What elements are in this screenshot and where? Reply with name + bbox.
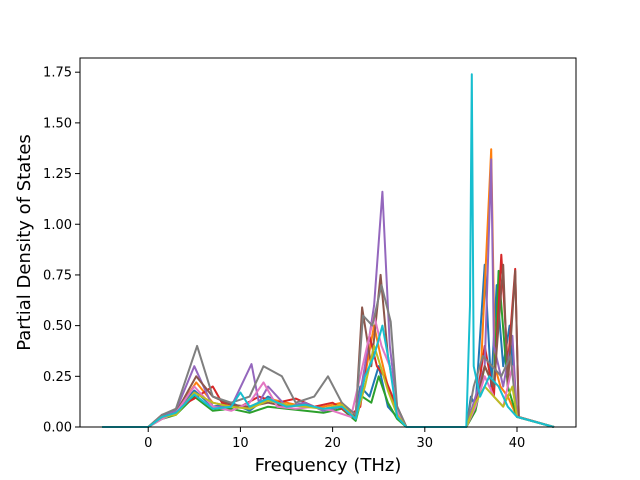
y-tick-label: 1.25: [43, 167, 72, 182]
pdos-series-line-5: [102, 263, 555, 428]
pdos-series-line-7: [102, 284, 555, 428]
y-tick-label: 0.75: [43, 268, 72, 283]
y-axis-label: Partial Density of States: [14, 134, 35, 351]
x-tick-label: 40: [509, 436, 526, 451]
y-tick-label: 1.75: [43, 66, 72, 81]
x-tick-label: 0: [144, 436, 152, 451]
plot-frame: [79, 57, 577, 428]
pdos-series-line-9: [102, 73, 555, 428]
x-axis: 0 10 20 30 40: [144, 427, 525, 451]
x-tick-label: 20: [324, 436, 341, 451]
series-layer: [102, 73, 555, 428]
x-tick-label: 10: [232, 436, 249, 451]
pdos-series-line-8: [102, 344, 555, 428]
y-tick-label: 1.50: [43, 116, 72, 131]
x-tick-label: 30: [417, 436, 434, 451]
y-tick-label: 0.25: [43, 370, 72, 385]
y-tick-label: 0.50: [43, 319, 72, 334]
y-tick-label: 0.00: [43, 421, 72, 436]
x-axis-label: Frequency (THz): [255, 455, 402, 476]
y-tick-label: 1.00: [43, 218, 72, 233]
y-axis: 0.00 0.25 0.50 0.75 1.00 1.25 1.50 1.75: [43, 66, 80, 436]
